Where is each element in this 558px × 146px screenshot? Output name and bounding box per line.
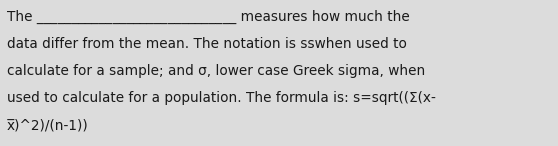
Text: calculate for a sample; and σ, lower case Greek sigma, when: calculate for a sample; and σ, lower cas… [7, 64, 425, 78]
Text: data differ from the mean. The notation is sswhen used to: data differ from the mean. The notation … [7, 37, 407, 51]
Text: used to calculate for a population. The formula is: s=sqrt((Σ(x-: used to calculate for a population. The … [7, 91, 436, 105]
Text: x̅)^2)/(n-1)): x̅)^2)/(n-1)) [7, 118, 89, 132]
Text: The _____________________________ measures how much the: The _____________________________ measur… [7, 10, 410, 24]
